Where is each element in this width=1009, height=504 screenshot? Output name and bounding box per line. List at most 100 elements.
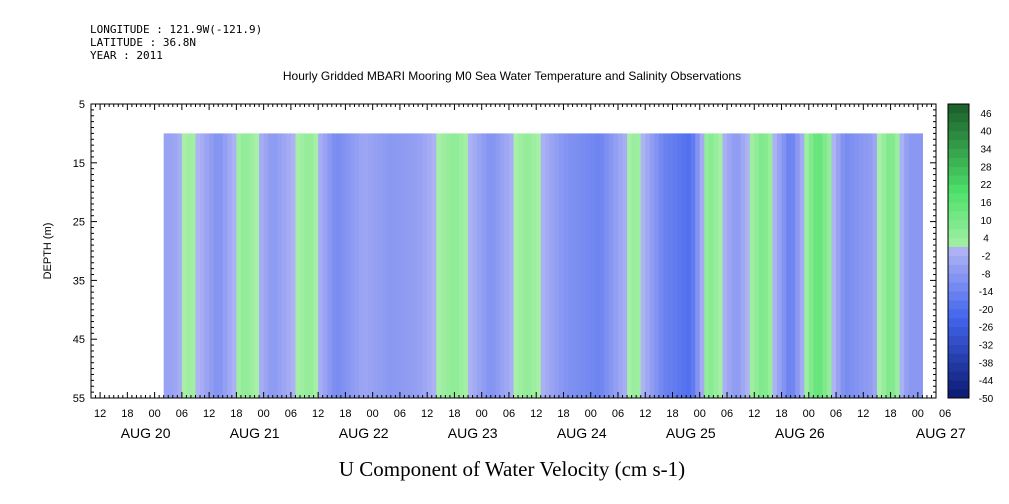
heatmap-cell (458, 133, 465, 398)
heatmap-cell (336, 133, 342, 398)
colorbar-label: -8 (982, 269, 991, 280)
heatmap-cell (190, 133, 197, 398)
x-hour-label: 06 (612, 408, 624, 420)
colorbar-swatch (948, 157, 969, 167)
colorbar-swatch (948, 184, 969, 194)
heatmap-cell (736, 133, 742, 398)
x-hour-label: 00 (367, 408, 379, 420)
heatmap-cell (776, 133, 783, 398)
colorbar-label: -2 (982, 251, 991, 262)
heatmap-cell (867, 133, 873, 398)
heatmap-cell (472, 133, 478, 398)
heatmap-cell (499, 133, 506, 398)
heatmap-cell (826, 133, 833, 398)
heatmap-cell (399, 133, 406, 398)
x-hour-label: 00 (912, 408, 924, 420)
heatmap-cell (445, 133, 451, 398)
colorbar-swatch (948, 317, 969, 328)
colorbar-label: 16 (980, 198, 992, 209)
heatmap-cell (272, 133, 278, 398)
heatmap-cell (858, 133, 864, 398)
heatmap-cell (722, 133, 728, 398)
heatmap-cell (368, 133, 374, 398)
heatmap-cell (363, 133, 369, 398)
x-hour-label: 18 (775, 408, 787, 420)
heatmap-cell (177, 133, 183, 398)
heatmap-cell (504, 133, 510, 398)
x-hour-label: 06 (176, 408, 188, 420)
heatmap-cell (340, 133, 347, 398)
heatmap-cell (200, 133, 206, 398)
colorbar-swatch (948, 237, 969, 247)
heatmap-cell (527, 133, 533, 398)
x-hour-label: 18 (448, 408, 460, 420)
colorbar-swatch (948, 210, 969, 221)
heatmap-cell (627, 133, 633, 398)
colorbar-label: -14 (979, 287, 994, 298)
heatmap-cell (286, 133, 292, 398)
x-hour-label: 00 (476, 408, 488, 420)
y-tick-label: 25 (73, 217, 85, 229)
heatmap-cell (359, 133, 365, 398)
y-axis: 5 15 25 35 45 55 (73, 99, 936, 405)
heatmap-cell (654, 133, 660, 398)
x-axis: 12 18 00 06 12 18 00 06 12 18 00 06 12 18 00 06 12 18 00 06… (90, 104, 966, 441)
heatmap-cell (281, 133, 287, 398)
heatmap-cell (413, 133, 419, 398)
heatmap-cell (622, 133, 628, 398)
colorbar-swatch (948, 104, 969, 114)
heatmap-cell (518, 133, 524, 398)
x-hour-label: 00 (258, 408, 270, 420)
heatmap-cell (536, 133, 542, 398)
colorbar-swatch (948, 326, 969, 337)
heatmap-cell (372, 133, 378, 398)
heatmap-cell (876, 133, 883, 398)
heatmap-cell (663, 133, 669, 398)
colorbar-swatch (948, 219, 969, 230)
heatmap-cell (163, 133, 169, 398)
heatmap-cell (390, 133, 396, 398)
colorbar-swatch (948, 255, 969, 265)
heatmap-cell (708, 133, 714, 398)
heatmap-cell (404, 133, 410, 398)
heatmap-cell (563, 133, 569, 398)
heatmap-cell (231, 133, 237, 398)
heatmap-cell (513, 133, 519, 398)
x-hour-label: 12 (857, 408, 869, 420)
heatmap-cell (331, 133, 337, 398)
heatmap-cell (540, 133, 546, 398)
heatmap-cell (418, 133, 424, 398)
heatmap-cell (690, 133, 696, 398)
heatmap-cell (804, 133, 810, 398)
heatmap-cell (822, 133, 828, 398)
heatmap-cell (295, 133, 301, 398)
y-tick-label: 45 (73, 334, 85, 346)
x-hour-label: 12 (748, 408, 760, 420)
heatmap-cell (749, 133, 755, 398)
heatmap-cell (645, 133, 651, 398)
heatmap-cell (290, 133, 297, 398)
heatmap-cell (172, 133, 178, 398)
heatmap-cell (717, 133, 724, 398)
colorbar-swatch (948, 344, 969, 354)
heatmap-cell (381, 133, 387, 398)
heatmap-cell (222, 133, 228, 398)
heatmap-cell (304, 133, 310, 398)
colorbar-label: -44 (979, 376, 994, 387)
colorbar-label: -32 (979, 341, 994, 352)
colorbar-swatch (948, 282, 969, 292)
x-day-label: AUG 24 (557, 425, 607, 441)
heatmap-cell (895, 133, 901, 398)
x-hour-label: 18 (339, 408, 351, 420)
heatmap-cell (236, 133, 242, 398)
heatmap-cell (436, 133, 442, 398)
heatmap-cell (908, 133, 914, 398)
heatmap-cell (731, 133, 737, 398)
colorbar-label: 22 (980, 180, 992, 191)
heatmap-cell (213, 133, 219, 398)
heatmap-cell (354, 133, 360, 398)
heatmap-cell (845, 133, 851, 398)
colorbar-label: 46 (980, 109, 992, 120)
heatmap-cell (422, 133, 428, 398)
heatmap-cell (577, 133, 583, 398)
